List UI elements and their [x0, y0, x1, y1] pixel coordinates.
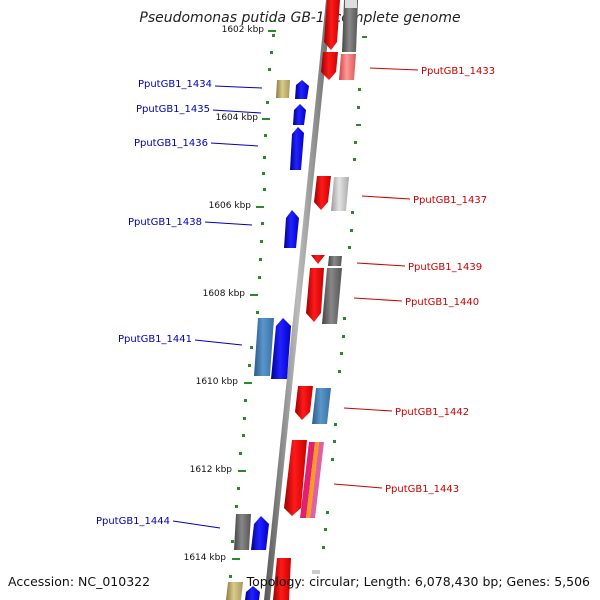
- gene-label-PputGB1_1443: PputGB1_1443: [385, 484, 459, 495]
- gene-block: [312, 570, 320, 574]
- gene-PputGB1_1443: [284, 440, 307, 516]
- ruler-ticks-outer: [322, 36, 367, 549]
- gene-labels-left: PputGB1_1434 PputGB1_1435 PputGB1_1436 P…: [96, 79, 212, 527]
- gene-label-PputGB1_1437: PputGB1_1437: [413, 195, 487, 206]
- leader-lines-right: [333, 67, 419, 489]
- gene-block: [245, 586, 260, 600]
- gene-block: [328, 256, 342, 266]
- gene-PputGB1_1433: [321, 52, 338, 80]
- gene-block: [331, 177, 349, 211]
- gene-block: [310, 442, 324, 518]
- gene-block: [324, 0, 340, 50]
- scale-ticks: [232, 30, 276, 560]
- gene-PputGB1_1439: [311, 255, 325, 264]
- gene-label-PputGB1_1434: PputGB1_1434: [138, 79, 212, 90]
- scale-label: 1602 kbp: [222, 25, 265, 35]
- gene-block: [234, 514, 251, 550]
- gene-PputGB1_1444: [251, 516, 269, 550]
- gene-label-PputGB1_1440: PputGB1_1440: [405, 297, 479, 308]
- gene-PputGB1_1435: [293, 104, 306, 125]
- gene-block: [312, 388, 331, 424]
- gene-label-PputGB1_1435: PputGB1_1435: [136, 104, 210, 115]
- gene-block: [276, 80, 290, 98]
- forward-strand-genes: [273, 0, 358, 600]
- gene-label-PputGB1_1433: PputGB1_1433: [421, 66, 495, 77]
- gene-block: [300, 442, 315, 518]
- gene-label-PputGB1_1436: PputGB1_1436: [134, 138, 208, 149]
- ruler-ticks-inner: [228, 34, 275, 595]
- scale-label: 1604 kbp: [216, 113, 259, 123]
- scale-label: 1608 kbp: [203, 289, 246, 299]
- gene-block: [226, 582, 243, 600]
- gene-label-PputGB1_1444: PputGB1_1444: [96, 516, 170, 527]
- gene-block: [339, 54, 356, 80]
- scale-label: 1610 kbp: [196, 377, 239, 387]
- genome-summary-text: Topology: circular; Length: 6,078,430 bp…: [246, 574, 590, 589]
- gene-PputGB1_1437: [314, 176, 331, 210]
- leader-lines-left: [172, 85, 263, 529]
- gene-block: [306, 442, 319, 518]
- gene-label-PputGB1_1438: PputGB1_1438: [128, 217, 202, 228]
- gene-block: [273, 558, 291, 600]
- gene-block: [322, 268, 342, 324]
- gene-PputGB1_1441-a: [254, 318, 274, 376]
- scale-label: 1612 kbp: [190, 465, 233, 475]
- gene-PputGB1_1440: [306, 268, 324, 322]
- reverse-strand-genes: [226, 80, 309, 600]
- accession-text: Accession: NC_010322: [8, 574, 151, 589]
- gene-block: [345, 0, 357, 8]
- gene-PputGB1_1436: [290, 127, 304, 170]
- gene-labels-right: PputGB1_1433 PputGB1_1437 PputGB1_1439 P…: [385, 66, 495, 495]
- scale-labels: 1602 kbp 1604 kbp 1606 kbp 1608 kbp 1610…: [184, 25, 265, 563]
- gene-label-PputGB1_1439: PputGB1_1439: [408, 262, 482, 273]
- gene-block: [342, 0, 358, 52]
- scale-label: 1614 kbp: [184, 553, 227, 563]
- gene-PputGB1_1442: [295, 386, 313, 420]
- map-title: Pseudomonas putida GB-1, complete genome: [139, 10, 461, 26]
- scale-label: 1606 kbp: [209, 201, 252, 211]
- gene-PputGB1_1438: [284, 210, 299, 248]
- gene-PputGB1_1441: [271, 318, 291, 379]
- gene-PputGB1_1434: [295, 80, 309, 99]
- gene-label-PputGB1_1441: PputGB1_1441: [118, 334, 192, 345]
- genome-backbone: [264, 0, 332, 600]
- gene-label-PputGB1_1442: PputGB1_1442: [395, 407, 469, 418]
